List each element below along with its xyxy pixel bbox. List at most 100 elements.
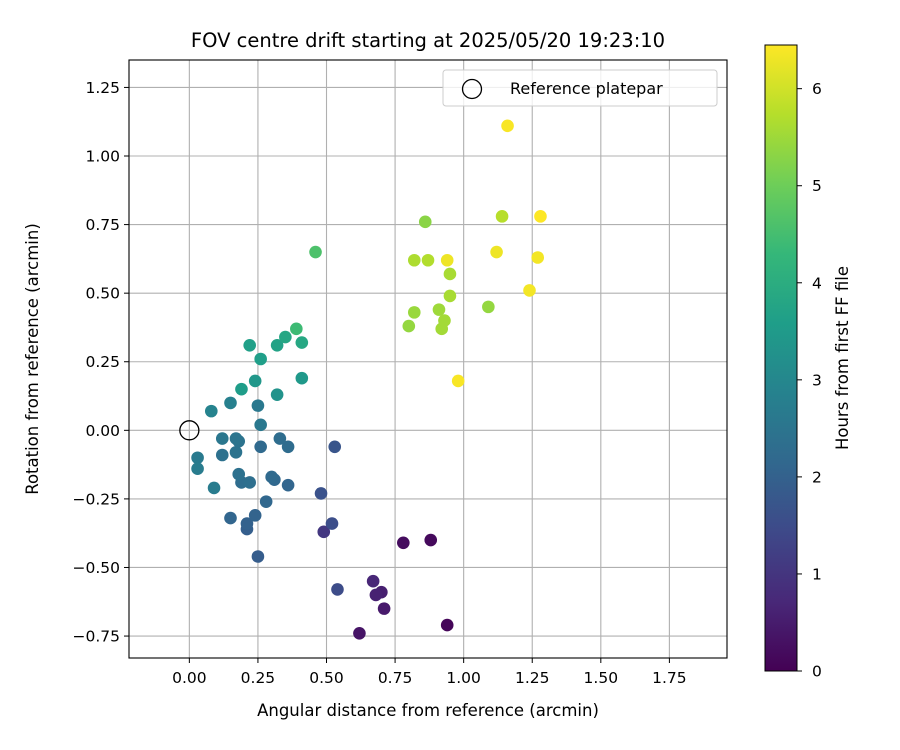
data-point (451, 374, 465, 388)
data-point (424, 533, 438, 547)
data-point (402, 319, 416, 333)
data-point (229, 445, 243, 459)
y-tick-label: 0.00 (85, 422, 120, 440)
y-axis-label: Rotation from reference (arcmin) (23, 223, 42, 495)
data-point (248, 374, 262, 388)
data-point (215, 448, 229, 462)
data-point (243, 476, 256, 489)
data-point (438, 314, 451, 327)
data-point (232, 467, 246, 481)
data-point (254, 352, 267, 366)
reference-platepar-marker (179, 420, 200, 441)
colorbar-label: Hours from first FF file (833, 266, 852, 450)
data-point (259, 495, 273, 508)
data-point (309, 245, 322, 259)
data-point (240, 517, 254, 530)
data-point (432, 303, 446, 316)
data-point (534, 210, 547, 223)
legend-reference-marker (461, 78, 483, 100)
colorbar-tick-label: 3 (812, 371, 822, 389)
data-point (482, 300, 495, 314)
data-point (191, 462, 204, 476)
y-tick-label: −0.75 (73, 628, 121, 646)
data-point (281, 478, 295, 492)
data-point (443, 267, 457, 281)
x-tick-label: 0.25 (241, 669, 276, 687)
data-point (531, 251, 545, 264)
x-tick-label: 1.50 (584, 669, 619, 687)
data-point (440, 618, 454, 632)
data-point (290, 322, 303, 336)
y-tick-label: 0.75 (85, 216, 120, 234)
data-point (397, 536, 410, 550)
data-point (254, 440, 267, 454)
data-point (443, 289, 457, 303)
y-axis-ticks: −0.75 −0.50 −0.25 0.00 0.25 0.50 0.75 1.00 1.25 (73, 79, 129, 646)
reference-marker-layer (179, 420, 200, 441)
data-point (440, 253, 454, 267)
legend: Reference platepar (442, 69, 718, 107)
data-point (495, 210, 509, 223)
plot-frame (128, 59, 728, 659)
y-tick-label: 1.00 (85, 148, 120, 166)
data-point (270, 338, 284, 352)
data-point (490, 245, 503, 259)
x-tick-label: 1.25 (515, 669, 550, 687)
y-tick-label: −0.25 (73, 490, 121, 508)
data-point (295, 371, 309, 385)
data-point (243, 338, 256, 352)
colorbar-tick-label: 0 (812, 663, 822, 681)
colorbar-gradient (764, 44, 798, 672)
colorbar-tick-label: 5 (812, 177, 822, 195)
x-axis-ticks: 0.00 0.25 0.50 0.75 1.00 1.25 1.50 1.75 (172, 658, 687, 687)
data-point (377, 602, 391, 615)
chart-title: FOV centre drift starting at 2025/05/20 … (191, 29, 665, 52)
x-tick-label: 0.75 (378, 669, 413, 687)
x-tick-label: 0.50 (309, 669, 344, 687)
y-tick-label: 0.50 (85, 285, 120, 303)
colorbar-tick-label: 6 (812, 80, 822, 98)
x-tick-label: 1.75 (652, 669, 687, 687)
data-point (215, 432, 229, 445)
data-points (191, 119, 547, 640)
data-point (281, 440, 295, 454)
colorbar-tick-label: 4 (812, 274, 822, 292)
x-axis-label: Angular distance from reference (arcmin) (257, 701, 599, 720)
data-point (224, 511, 237, 525)
x-tick-label: 0.00 (172, 669, 207, 687)
colorbar-tick-label: 2 (812, 468, 822, 486)
data-point (248, 509, 262, 522)
colorbar: 0 1 2 3 4 5 6 Hours from first FF file (764, 44, 852, 681)
data-point (191, 451, 204, 465)
data-point (407, 253, 421, 267)
data-point (273, 432, 287, 445)
data-point (366, 574, 380, 588)
data-point (279, 330, 292, 344)
colorbar-ticks: 0 1 2 3 4 5 6 (797, 80, 822, 681)
y-tick-label: −0.50 (73, 559, 121, 577)
data-point (421, 253, 435, 267)
data-point (235, 382, 248, 396)
data-point (270, 388, 284, 401)
data-point (251, 399, 265, 412)
data-point (418, 215, 432, 229)
data-point (407, 306, 421, 319)
colorbar-tick-label: 1 (812, 565, 822, 583)
y-tick-label: 1.25 (85, 79, 120, 97)
data-point (224, 396, 237, 410)
data-point (295, 336, 309, 349)
data-point (204, 404, 218, 418)
legend-box (442, 69, 718, 107)
data-point (369, 588, 383, 602)
data-point (314, 487, 328, 500)
data-point (325, 517, 339, 530)
x-tick-label: 1.00 (446, 669, 481, 687)
data-point (229, 432, 243, 445)
data-point (331, 583, 344, 596)
data-point (265, 470, 278, 484)
data-point (317, 525, 331, 539)
data-point (254, 418, 267, 432)
data-point (207, 481, 221, 495)
